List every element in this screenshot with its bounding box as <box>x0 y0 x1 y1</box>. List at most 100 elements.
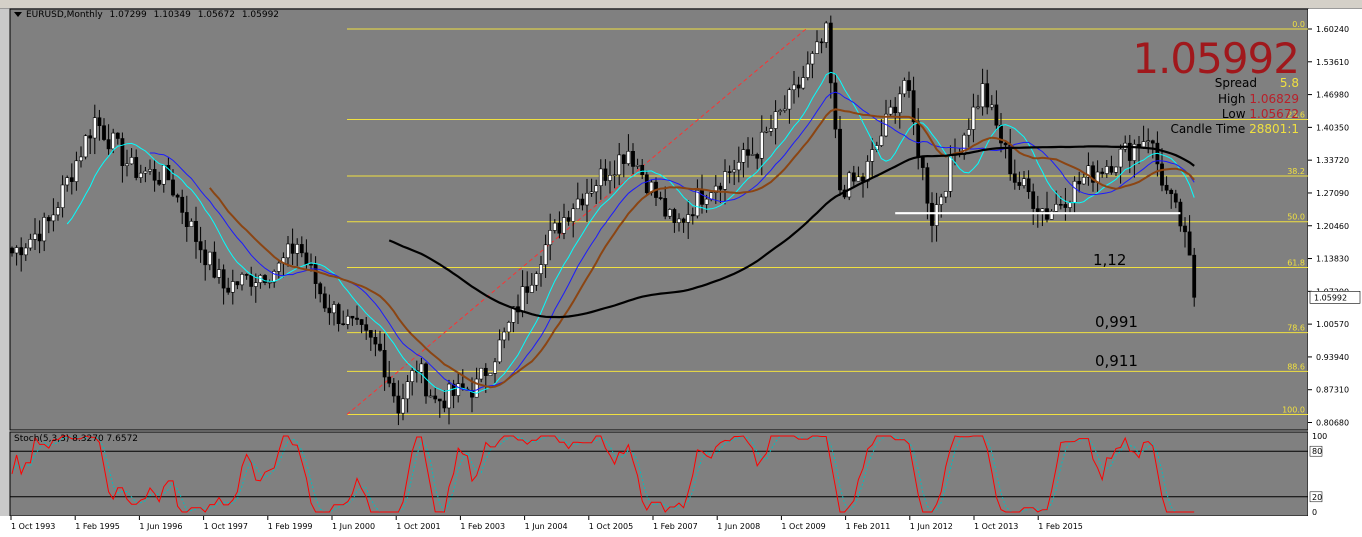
candle-body <box>520 286 525 313</box>
candle-body <box>769 128 773 132</box>
open-value: 1.07299 <box>109 10 147 20</box>
candle-body <box>1008 144 1013 175</box>
candle-body <box>543 244 548 265</box>
candle-body <box>226 287 231 293</box>
candle-body <box>1114 166 1118 173</box>
candle-body <box>575 198 580 210</box>
current-price-tag-label: 1.05992 <box>1314 293 1347 302</box>
candle-body <box>621 154 626 164</box>
candle-body <box>212 251 217 278</box>
candle-body <box>148 169 152 172</box>
stoch-main-line <box>11 435 1195 513</box>
candle-body <box>948 155 953 192</box>
price-axis-label: 0.87310 <box>1316 386 1349 395</box>
candle-body <box>548 230 553 246</box>
candle-body <box>318 283 323 295</box>
candle-body <box>171 179 175 196</box>
candle-body <box>773 111 778 129</box>
candle-body <box>690 214 695 217</box>
candle-body <box>272 271 277 283</box>
candle-body <box>180 196 185 213</box>
candle-body <box>1031 191 1036 209</box>
candle-body <box>97 117 102 127</box>
candle-body <box>1150 140 1155 144</box>
candle-body <box>525 286 530 293</box>
candle-body <box>562 217 566 234</box>
time-axis-label: 1 Jun 2012 <box>910 522 953 531</box>
candle-body <box>962 134 967 155</box>
low-value: 1.05672 <box>197 10 235 20</box>
low-row: Low 1.05672 <box>1222 107 1299 121</box>
price-axis-label: 1.33720 <box>1316 156 1349 165</box>
candle-body <box>488 373 493 376</box>
candle-body <box>608 175 612 181</box>
candle-body <box>1054 203 1059 212</box>
dropdown-triangle-icon[interactable] <box>14 12 22 17</box>
stoch-axis-label: 0 <box>1312 508 1317 517</box>
candle-body <box>1086 165 1091 178</box>
candle-body <box>1022 178 1026 186</box>
candle-body <box>1183 225 1187 233</box>
candle-body <box>10 247 14 254</box>
candle-body <box>1040 208 1045 212</box>
candle-body <box>1017 182 1022 186</box>
candle-body <box>194 220 198 242</box>
candle-body <box>971 106 976 130</box>
low-label: Low <box>1221 107 1246 121</box>
candle-body <box>263 275 267 283</box>
time-axis-label: 1 Feb 2015 <box>1038 522 1083 531</box>
candle-body <box>143 170 148 174</box>
candle-body <box>571 208 576 222</box>
candle-body <box>580 198 585 206</box>
time-axis-label: 1 Oct 1993 <box>11 522 55 531</box>
candle-body <box>897 93 902 114</box>
candle-body <box>920 157 925 168</box>
candle-body <box>290 243 295 254</box>
time-axis-label: 1 Oct 2001 <box>396 522 440 531</box>
candle-body <box>916 121 921 158</box>
candle-body <box>585 192 589 206</box>
spread-row: Spread 5.8 <box>1215 76 1299 90</box>
fib-trend-line <box>346 28 807 415</box>
stoch-axis-label: 100 <box>1312 432 1327 441</box>
candle-body <box>161 165 166 185</box>
candle-body <box>1127 142 1132 161</box>
candle-time-value: 28801:1 <box>1249 122 1299 136</box>
time-axis-label: 1 Jun 2008 <box>717 522 760 531</box>
candle-body <box>529 284 534 293</box>
annotation-1-12: 1,12 <box>1093 251 1127 269</box>
candle-body <box>102 125 106 140</box>
candle-body <box>355 317 359 320</box>
candle-body <box>856 176 861 182</box>
high-row: High 1.06829 <box>1218 92 1299 106</box>
candle-body <box>1072 180 1077 203</box>
candle-body <box>129 157 134 165</box>
candle-body <box>644 174 649 194</box>
fib-label: 0.0 <box>1292 20 1305 29</box>
candle-body <box>663 198 668 217</box>
candle-body <box>474 378 479 398</box>
stochastic-label: Stoch(5,3,3) 8.3270 7.6572 <box>14 434 139 444</box>
candle-body <box>667 209 672 217</box>
candle-body <box>557 222 562 234</box>
candle-body <box>985 83 990 108</box>
candle-body <box>479 367 484 380</box>
price-axis-label: 1.20460 <box>1316 222 1349 231</box>
candle-body <box>391 382 396 397</box>
candle-body <box>447 383 451 409</box>
candle-body <box>138 172 143 178</box>
candle-body <box>14 247 19 254</box>
candle-body <box>750 154 755 156</box>
candle-body <box>152 169 157 181</box>
candle-body <box>217 269 221 278</box>
fib-label: 78.6 <box>1287 324 1305 333</box>
candle-body <box>23 247 28 256</box>
candle-body <box>815 41 819 54</box>
candle-body <box>125 163 129 166</box>
time-axis-area <box>0 516 1362 537</box>
current-price-display: 1.05992 <box>1132 34 1300 83</box>
candle-body <box>387 376 392 384</box>
candle-body <box>718 185 723 190</box>
candle-body <box>253 282 258 287</box>
